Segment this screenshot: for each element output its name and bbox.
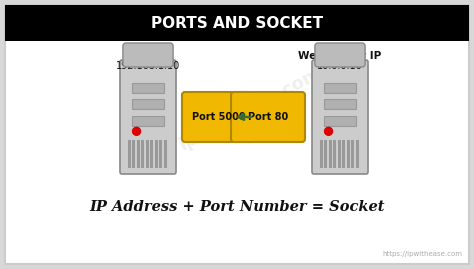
- Bar: [132, 140, 135, 168]
- FancyBboxPatch shape: [324, 116, 356, 126]
- FancyBboxPatch shape: [132, 99, 164, 109]
- FancyBboxPatch shape: [231, 92, 305, 142]
- FancyBboxPatch shape: [324, 99, 356, 109]
- Bar: [338, 140, 340, 168]
- Bar: [155, 140, 157, 168]
- Circle shape: [325, 127, 333, 135]
- Bar: [329, 140, 331, 168]
- FancyBboxPatch shape: [120, 60, 176, 174]
- FancyBboxPatch shape: [123, 43, 173, 67]
- Text: Port 5000: Port 5000: [192, 112, 246, 122]
- FancyBboxPatch shape: [5, 5, 469, 41]
- Text: 10.0.0.10: 10.0.0.10: [317, 61, 363, 71]
- FancyBboxPatch shape: [132, 83, 164, 93]
- FancyBboxPatch shape: [324, 83, 356, 93]
- Text: https://ipwithease.com: https://ipwithease.com: [382, 251, 462, 257]
- FancyBboxPatch shape: [182, 92, 256, 142]
- Text: IP Address + Port Number = Socket: IP Address + Port Number = Socket: [89, 200, 385, 214]
- Bar: [356, 140, 359, 168]
- Bar: [159, 140, 162, 168]
- Bar: [137, 140, 139, 168]
- FancyBboxPatch shape: [132, 116, 164, 126]
- Bar: [320, 140, 322, 168]
- Bar: [164, 140, 166, 168]
- Text: Port 80: Port 80: [248, 112, 288, 122]
- Bar: [347, 140, 350, 168]
- Text: 192.168.1.10: 192.168.1.10: [116, 61, 180, 71]
- Bar: [150, 140, 153, 168]
- FancyBboxPatch shape: [5, 5, 469, 264]
- Text: Web Server IP: Web Server IP: [298, 51, 382, 61]
- Circle shape: [133, 127, 141, 135]
- FancyBboxPatch shape: [312, 60, 368, 174]
- FancyBboxPatch shape: [315, 43, 365, 67]
- Bar: [128, 140, 130, 168]
- Bar: [333, 140, 336, 168]
- Bar: [146, 140, 148, 168]
- Text: ipwithease.com: ipwithease.com: [176, 64, 324, 154]
- Bar: [141, 140, 144, 168]
- Bar: [342, 140, 345, 168]
- Text: Client IP: Client IP: [123, 51, 173, 61]
- Bar: [351, 140, 354, 168]
- Bar: [324, 140, 327, 168]
- Text: PORTS AND SOCKET: PORTS AND SOCKET: [151, 16, 323, 30]
